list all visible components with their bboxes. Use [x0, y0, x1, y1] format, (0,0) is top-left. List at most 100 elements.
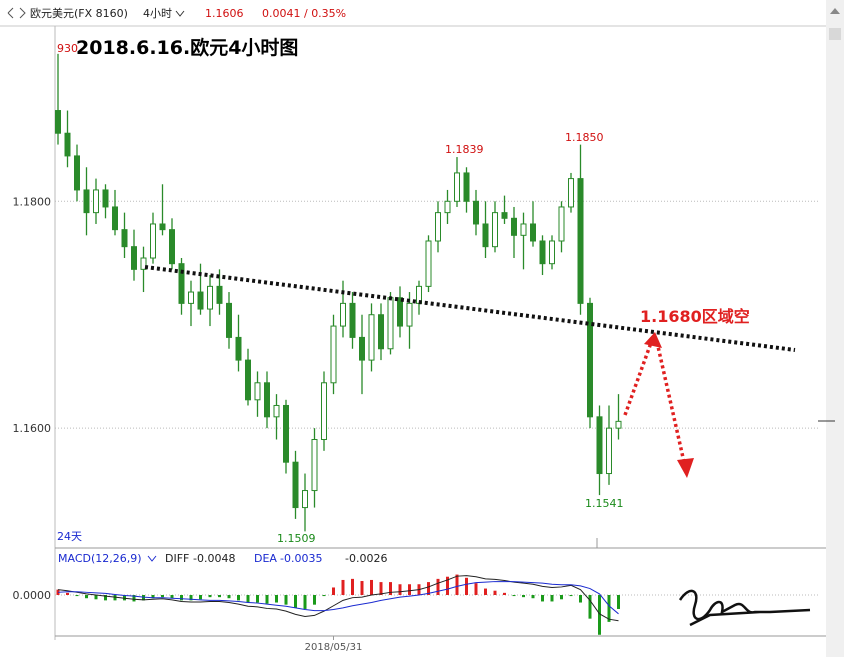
candle-body [321, 382, 327, 441]
y-tick-label: 1.1600 [13, 422, 52, 435]
candle-body [207, 285, 213, 310]
macd-bar [313, 595, 316, 605]
candle-body [112, 206, 118, 231]
period-dropdown[interactable] [175, 10, 185, 17]
candle-body [169, 229, 175, 265]
candle-body [264, 382, 270, 418]
candle-body [311, 439, 318, 492]
candle-body [615, 420, 622, 429]
hist-value: -0.0026 [345, 552, 387, 565]
candle-body [492, 212, 498, 248]
arrow-up [623, 339, 654, 416]
macd-bar [569, 595, 573, 597]
macd-dropdown[interactable] [147, 555, 157, 562]
macd-bar [237, 595, 240, 601]
candle-body [539, 240, 546, 265]
macd-bar [408, 584, 411, 595]
candle-body [549, 240, 555, 265]
header-bar [0, 0, 826, 26]
candle-body [463, 172, 470, 202]
diff-name: DIFF [165, 552, 189, 565]
candle-body [235, 336, 242, 361]
symbol[interactable]: 欧元美元(FX 8160) [30, 7, 128, 20]
low-label: 1.1509 [277, 532, 316, 545]
macd-bar [493, 590, 497, 595]
macd-bar [151, 595, 155, 599]
macd-bar [370, 579, 373, 595]
macd-bar [94, 595, 98, 600]
candle-body [596, 416, 603, 475]
candle-body [226, 302, 232, 338]
x-tick-label: 2018/05/31 [305, 642, 363, 653]
candle-body [283, 404, 289, 463]
candle-body [558, 206, 565, 242]
macd-bar [218, 595, 221, 598]
macd-bar [275, 595, 278, 603]
scroll-up[interactable] [830, 8, 840, 14]
scroll-thumb[interactable] [829, 28, 841, 40]
candle-body [159, 223, 166, 231]
candle-body [368, 314, 375, 361]
symbol-icon[interactable] [7, 7, 26, 19]
candle-body [425, 240, 432, 287]
chart-title: 2018.6.16.欧元4小时图 [76, 36, 298, 59]
candle-body [245, 359, 251, 401]
macd-bar [598, 595, 601, 635]
macd-bar [360, 581, 364, 595]
candle-body [178, 263, 185, 304]
low-label: 1.1541 [585, 497, 624, 510]
candle-body [83, 189, 90, 214]
macd-bar [512, 595, 516, 597]
period[interactable]: 4小时 [143, 7, 172, 20]
candle-body [435, 212, 441, 242]
macd-bar [227, 595, 231, 599]
dea-value: -0.0035 [280, 552, 322, 565]
macd-bar [531, 595, 535, 599]
candle-body [292, 461, 299, 509]
candle-body [188, 291, 194, 304]
macd-bar [560, 595, 563, 600]
macd-bar [246, 595, 250, 603]
candle-body [359, 336, 365, 361]
candle-body [197, 291, 204, 310]
candle-body [121, 229, 128, 248]
scrollbar[interactable] [826, 0, 844, 657]
macd-bar [607, 595, 611, 622]
macd-diff-line [57, 575, 619, 622]
candle-body [587, 302, 593, 418]
candle-body [511, 217, 517, 236]
arrow-down [655, 341, 686, 463]
macd-bar [199, 595, 202, 600]
candle-body [406, 302, 413, 327]
macd-bar [332, 587, 335, 595]
macd-bar [351, 578, 354, 595]
candle-body [140, 257, 147, 270]
macd-bar [208, 595, 212, 598]
macd-bar [303, 595, 307, 609]
candle-body [302, 490, 308, 509]
macd-bar [142, 595, 145, 601]
macd-bar [427, 582, 430, 595]
trend-line [144, 265, 796, 352]
candle-body [454, 172, 460, 202]
candle-body [131, 246, 137, 270]
macd-bar [284, 595, 288, 605]
candle-body [55, 110, 61, 134]
y-tick-label: 0.0000 [13, 589, 52, 602]
span-label: 24天 [57, 530, 82, 543]
macd-bar [617, 595, 620, 609]
macd-bar [170, 595, 174, 599]
corner-label: 930 [57, 42, 78, 55]
macd-bar [474, 583, 478, 595]
macd-bar [579, 595, 582, 603]
candle-body [606, 427, 612, 475]
y-tick-label: 1.1800 [13, 195, 52, 208]
candle-body [93, 189, 99, 214]
macd-bar [294, 595, 297, 608]
candle-body [387, 297, 394, 350]
price-change: 0.0041 / 0.35% [262, 7, 346, 20]
macd-bar [132, 595, 136, 602]
macd-bar [104, 595, 107, 601]
diff-value: -0.0048 [193, 552, 235, 565]
